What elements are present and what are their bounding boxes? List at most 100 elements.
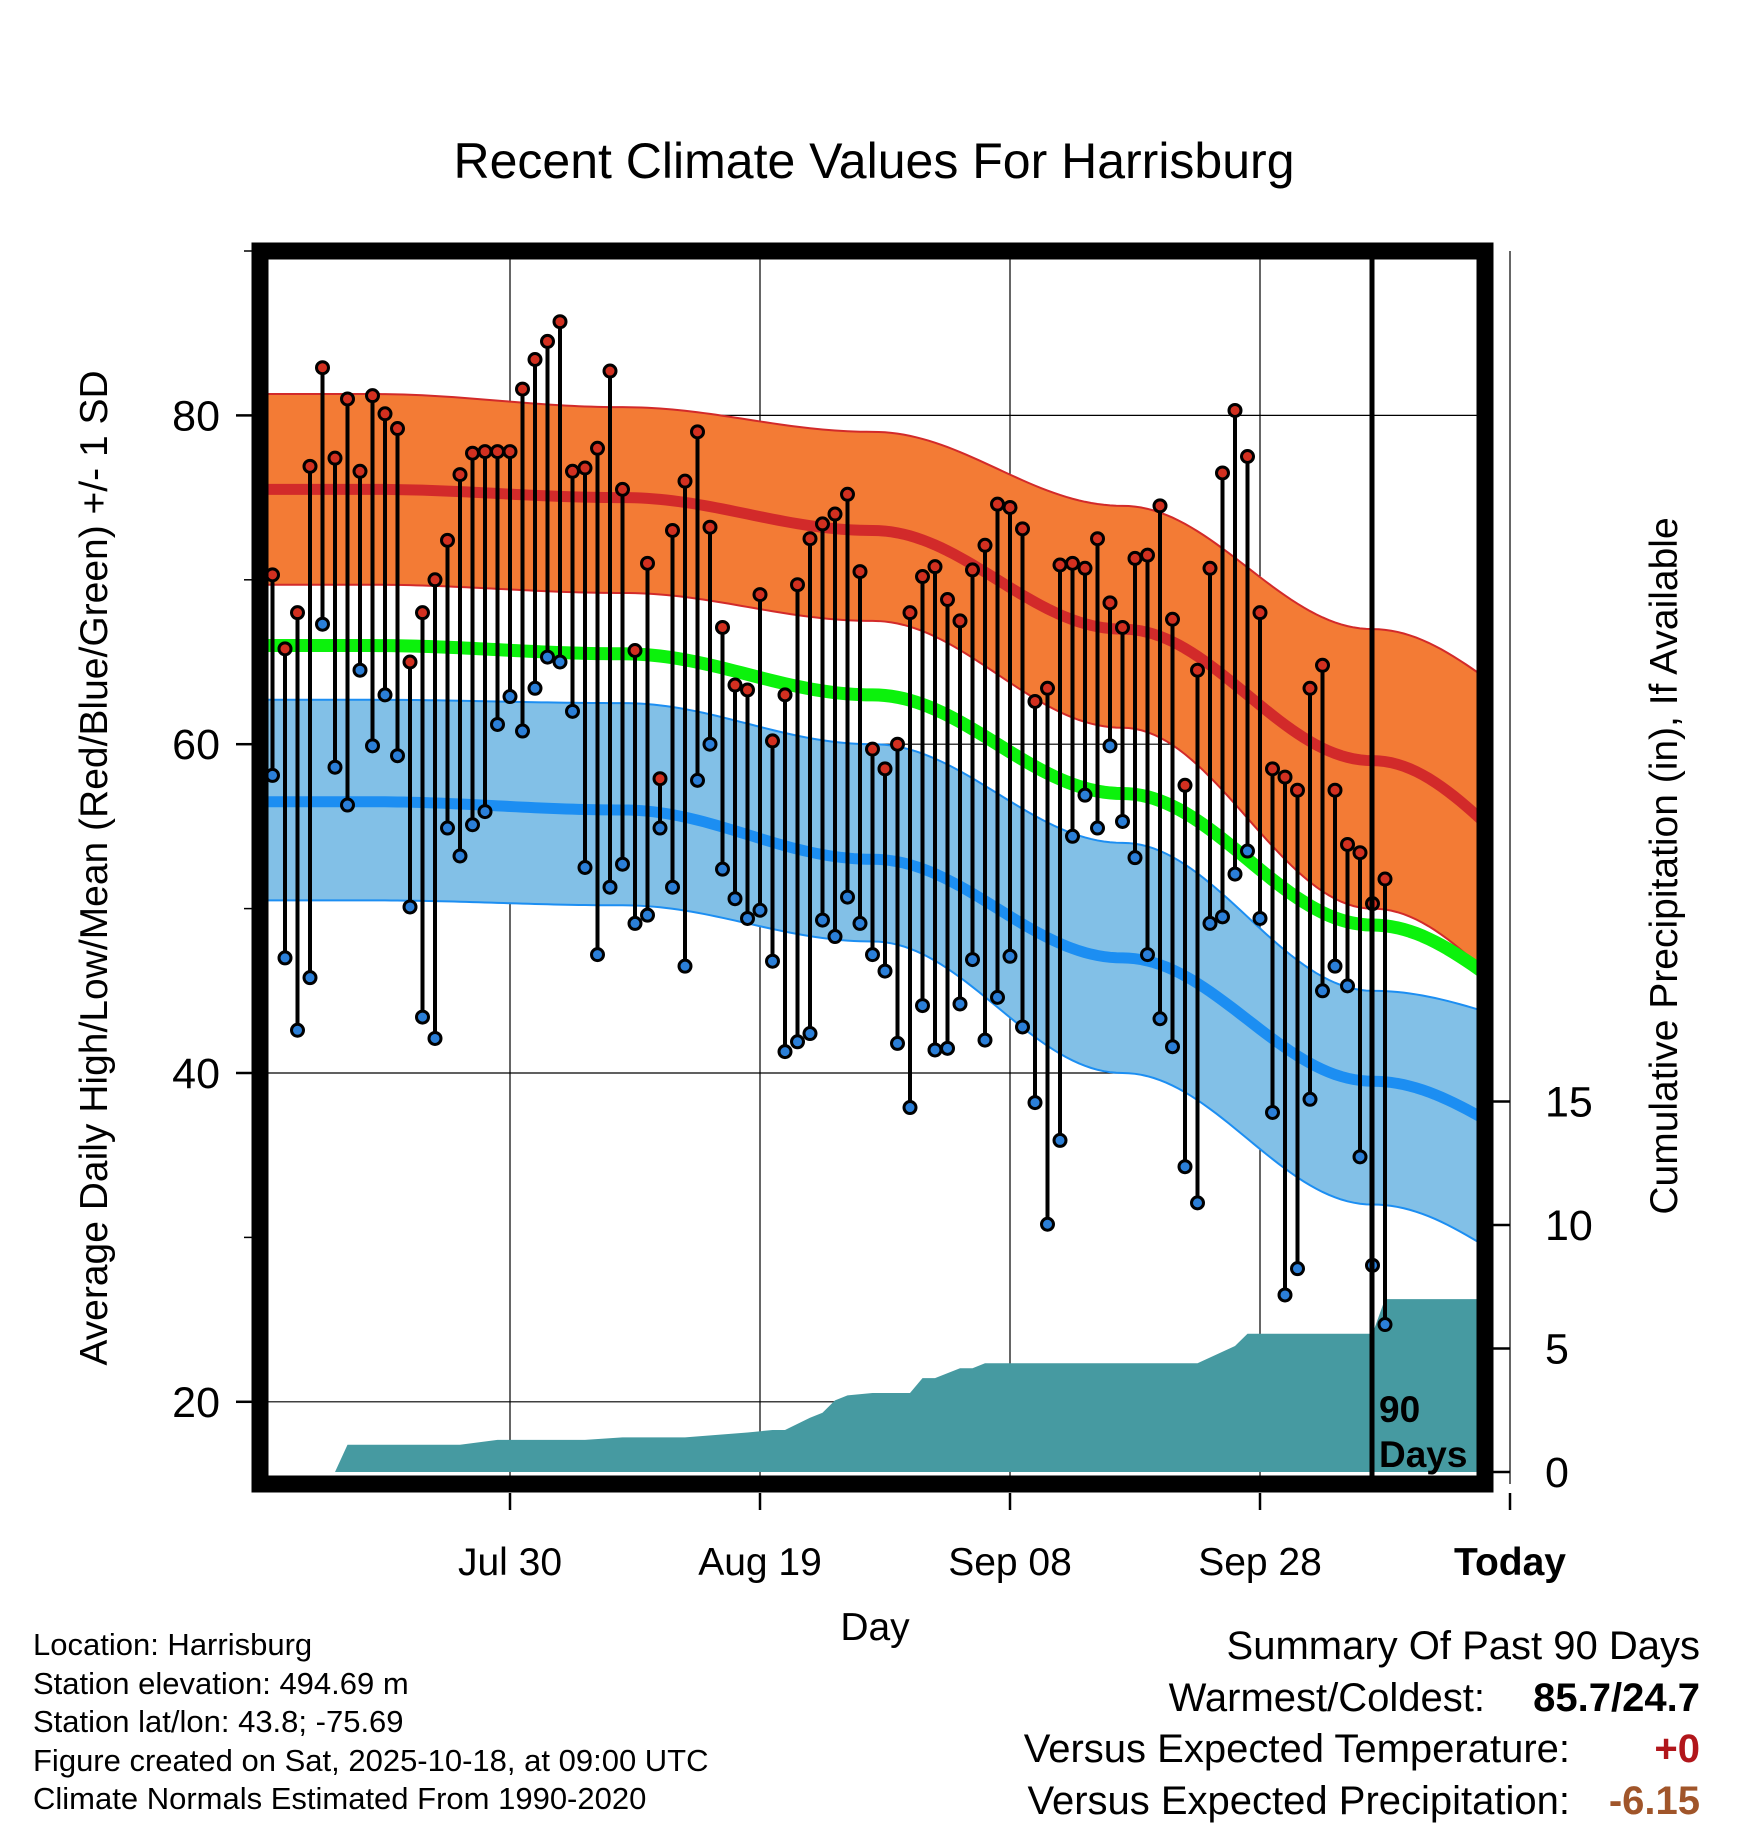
x-tick-label-aug-19: Aug 19 bbox=[698, 1541, 822, 1584]
temp-value: +0 bbox=[1654, 1727, 1700, 1771]
high-point-day-19 bbox=[490, 444, 505, 460]
high-point-day-62 bbox=[1027, 693, 1043, 709]
high-point-day-77 bbox=[1215, 465, 1230, 481]
low-point-day-56 bbox=[952, 996, 968, 1012]
low-point-day-51 bbox=[890, 1035, 905, 1051]
low-point-day-66 bbox=[1077, 787, 1093, 803]
high-point-day-75 bbox=[1190, 662, 1205, 678]
high-point-day-63 bbox=[1040, 680, 1055, 696]
low-point-day-37 bbox=[715, 861, 730, 877]
high-point-day-31 bbox=[640, 555, 655, 571]
high-sd-band bbox=[260, 394, 1485, 971]
high-point-day-56 bbox=[952, 613, 968, 629]
low-point-day-61 bbox=[1015, 1019, 1030, 1035]
low-point-day-90 bbox=[1377, 1317, 1393, 1333]
high-point-day-78 bbox=[1227, 402, 1243, 418]
low-point-day-59 bbox=[990, 989, 1005, 1005]
x-axis-label: Day bbox=[840, 1606, 910, 1649]
low-point-day-69 bbox=[1115, 813, 1130, 829]
high-point-day-84 bbox=[1302, 680, 1318, 696]
low-point-day-70 bbox=[1127, 850, 1143, 866]
high-point-day-24 bbox=[552, 314, 568, 330]
low-sd-band bbox=[260, 699, 1485, 1247]
high-point-day-79 bbox=[1240, 449, 1255, 464]
low-point-day-58 bbox=[977, 1032, 993, 1048]
high-point-day-3 bbox=[290, 605, 305, 621]
y-axis-label: Average Daily High/Low/Mean (Red/Blue/Gr… bbox=[73, 370, 116, 1365]
high-point-day-87 bbox=[1340, 836, 1355, 852]
low-point-day-13 bbox=[415, 1009, 430, 1025]
y2-tick-label-5: 5 bbox=[1545, 1326, 1569, 1374]
high-point-day-70 bbox=[1127, 550, 1143, 566]
summary-heading: Summary Of Past 90 Days bbox=[1226, 1624, 1700, 1668]
chart-title: Recent Climate Values For Harrisburg bbox=[453, 133, 1295, 189]
low-point-day-71 bbox=[1140, 947, 1155, 963]
high-point-day-60 bbox=[1002, 499, 1018, 515]
high-point-day-57 bbox=[965, 562, 980, 578]
low-point-day-54 bbox=[927, 1042, 943, 1058]
today-days-count: 90 bbox=[1379, 1389, 1420, 1430]
low-point-day-64 bbox=[1052, 1132, 1068, 1148]
high-point-day-28 bbox=[602, 363, 618, 379]
low-point-day-2 bbox=[277, 950, 293, 966]
low-point-day-8 bbox=[352, 662, 368, 678]
low-point-day-46 bbox=[827, 929, 843, 945]
high-point-day-68 bbox=[1102, 595, 1118, 611]
low-point-day-11 bbox=[390, 748, 405, 764]
high-point-day-35 bbox=[690, 424, 705, 440]
high-point-day-46 bbox=[827, 506, 843, 522]
precip-label: Versus Expected Precipitation: bbox=[1027, 1779, 1570, 1823]
low-point-day-29 bbox=[615, 856, 630, 872]
precip-value: -6.15 bbox=[1608, 1779, 1700, 1823]
high-point-day-14 bbox=[427, 572, 443, 588]
low-point-day-49 bbox=[865, 947, 880, 963]
y2-tick-label-15: 15 bbox=[1545, 1079, 1593, 1127]
low-point-day-18 bbox=[477, 804, 493, 820]
x-tick-label-today: Today bbox=[1454, 1541, 1566, 1584]
low-point-day-82 bbox=[1277, 1287, 1293, 1303]
low-point-day-17 bbox=[465, 817, 480, 833]
low-point-day-19 bbox=[490, 716, 505, 732]
low-point-day-3 bbox=[290, 1022, 305, 1038]
daily-points bbox=[265, 314, 1393, 1333]
high-point-day-74 bbox=[1177, 777, 1193, 793]
high-point-day-33 bbox=[665, 522, 680, 538]
high-point-day-71 bbox=[1140, 547, 1155, 563]
high-point-day-22 bbox=[527, 352, 543, 368]
temp-label: Versus Expected Temperature: bbox=[1023, 1727, 1570, 1771]
low-point-day-26 bbox=[577, 860, 593, 875]
high-point-day-66 bbox=[1077, 560, 1093, 576]
high-point-day-11 bbox=[390, 421, 405, 437]
low-point-day-15 bbox=[440, 820, 455, 836]
high-point-day-9 bbox=[365, 388, 380, 404]
low-point-day-74 bbox=[1177, 1159, 1193, 1175]
high-point-day-6 bbox=[327, 450, 343, 466]
y2-tick-label-0: 0 bbox=[1545, 1449, 1569, 1497]
low-point-day-55 bbox=[940, 1040, 955, 1056]
y2-tick-label-10: 10 bbox=[1545, 1202, 1593, 1250]
high-point-day-25 bbox=[565, 463, 580, 479]
low-point-day-87 bbox=[1340, 978, 1355, 994]
high-point-day-17 bbox=[465, 445, 480, 461]
high-point-day-37 bbox=[715, 619, 730, 635]
high-point-day-43 bbox=[790, 577, 805, 593]
high-point-day-4 bbox=[302, 458, 318, 474]
low-point-day-83 bbox=[1290, 1261, 1305, 1277]
low-point-day-62 bbox=[1027, 1095, 1043, 1111]
high-point-day-72 bbox=[1152, 498, 1168, 514]
high-point-day-12 bbox=[402, 654, 418, 670]
high-point-day-36 bbox=[702, 519, 718, 535]
high-point-day-69 bbox=[1115, 619, 1130, 635]
x-tick-label-jul-30: Jul 30 bbox=[458, 1541, 562, 1584]
low-point-day-20 bbox=[502, 689, 518, 705]
precip-cumulative-fill bbox=[335, 1299, 1485, 1472]
low-point-day-79 bbox=[1240, 843, 1255, 859]
latlon-text: Station lat/lon: 43.8; -75.69 bbox=[33, 1704, 404, 1739]
low-point-day-76 bbox=[1202, 915, 1218, 931]
y-tick-label-40: 40 bbox=[172, 1050, 220, 1098]
low-point-day-12 bbox=[402, 899, 418, 915]
high-point-day-44 bbox=[802, 531, 818, 547]
low-point-day-35 bbox=[690, 772, 705, 788]
high-point-day-40 bbox=[752, 587, 768, 603]
high-point-day-61 bbox=[1015, 521, 1030, 537]
